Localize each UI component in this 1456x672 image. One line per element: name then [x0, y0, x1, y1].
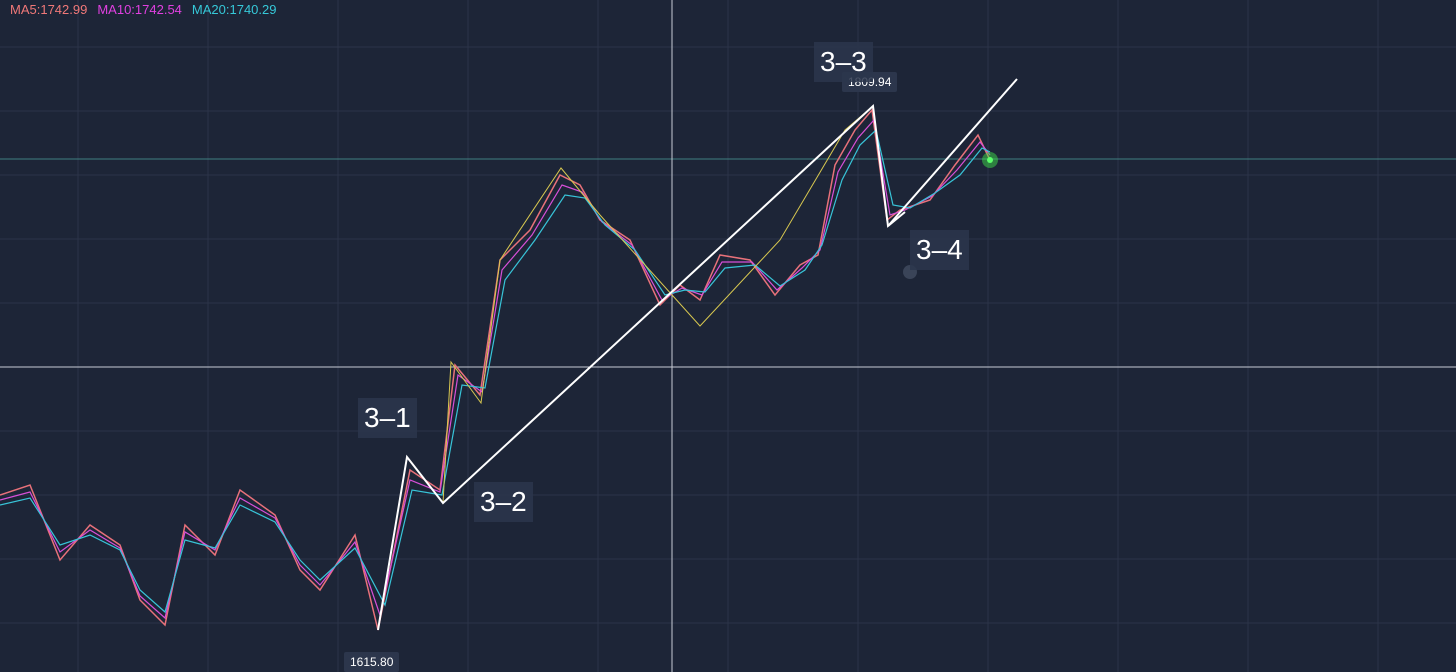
- wave-label: 3–1: [358, 398, 417, 438]
- ma10-label: MA10:1742.54: [97, 2, 182, 17]
- ma-legend: MA5:1742.99 MA10:1742.54 MA20:1740.29: [10, 2, 277, 17]
- price-trace: [0, 108, 991, 631]
- ma10-trace: [0, 118, 991, 620]
- live-dot: [987, 157, 993, 163]
- ma20-trace: [0, 128, 991, 614]
- ma5-label: MA5:1742.99: [10, 2, 88, 17]
- low-price-label: 1615.80: [344, 652, 400, 672]
- channel-line: [887, 78, 1018, 227]
- wave-label: 3–3: [814, 42, 873, 82]
- wave-guide: [442, 105, 874, 504]
- wave-label: 3–4: [910, 230, 969, 270]
- wave-label: 3–2: [474, 482, 533, 522]
- ma20-label: MA20:1740.29: [191, 2, 277, 17]
